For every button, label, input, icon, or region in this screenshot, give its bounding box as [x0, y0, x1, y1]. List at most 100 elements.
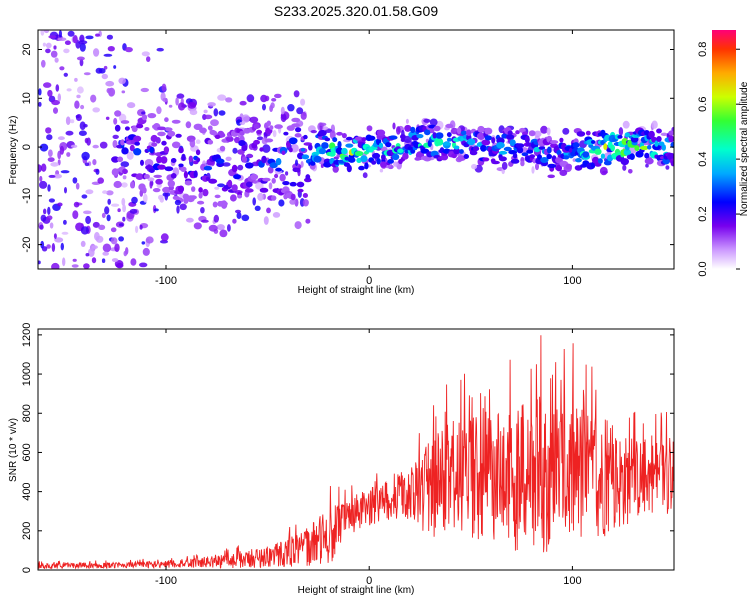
spectrogram-cell	[594, 148, 602, 155]
y-tick-label: 0	[21, 144, 33, 150]
spectrogram-cell	[104, 206, 110, 215]
spectrogram-cell	[392, 122, 396, 130]
spectrogram-cell	[232, 147, 238, 154]
spectrogram-cell	[354, 150, 364, 157]
spectrogram-cell	[123, 250, 128, 257]
spectrogram-cell	[262, 144, 271, 153]
spectrogram-cell	[63, 72, 68, 77]
spectrogram-cell	[361, 137, 367, 142]
spectrogram-cell	[321, 142, 329, 149]
spectrogram-cell	[388, 135, 398, 140]
spectrogram-cell	[345, 136, 353, 141]
spectrogram-cell	[360, 155, 368, 163]
spectrogram-cell	[57, 93, 61, 102]
spectrogram-cell	[259, 187, 269, 193]
spectrogram-cell	[329, 130, 336, 140]
spectrogram-cell	[207, 125, 213, 131]
spectrogram-cell	[227, 179, 233, 188]
spectrogram-cell	[482, 157, 490, 162]
spectrogram-cell	[186, 217, 194, 223]
spectrogram-cell	[160, 156, 168, 164]
spectrogram-cell	[644, 152, 650, 159]
spectrogram-cell	[120, 161, 130, 168]
spectrogram-cell	[555, 164, 563, 172]
spectrogram-cell	[178, 147, 184, 154]
spectrogram-cell	[318, 148, 327, 155]
spectrogram-cell	[174, 199, 181, 206]
spectrogram-cell	[161, 83, 167, 93]
spectrogram-cell	[156, 47, 164, 52]
spectrogram-cell	[144, 159, 154, 167]
spectrogram-cell	[92, 107, 100, 113]
spectrogram-cell	[80, 240, 86, 247]
spectrogram-cell	[288, 137, 298, 145]
spectrogram-cell	[387, 159, 395, 164]
spectrogram-cell	[51, 99, 60, 106]
spectrogram-cell	[71, 264, 79, 268]
spectrogram-cell	[547, 174, 555, 179]
spectrogram-cell	[262, 103, 266, 111]
spectrogram-cell	[191, 186, 196, 192]
y-tick-label: -10	[21, 188, 33, 204]
spectrogram-cell	[74, 77, 78, 82]
spectrogram-cell	[429, 128, 435, 134]
spectrogram-cell	[84, 162, 90, 167]
spectrogram-cell	[102, 243, 112, 253]
spectrogram-cell	[622, 164, 627, 171]
spectrogram-cell	[528, 130, 536, 137]
spectrogram-cell	[189, 195, 197, 200]
spectrogram-cell	[241, 145, 248, 152]
spectrogram-cell	[215, 158, 225, 164]
spectrogram-cell	[246, 153, 254, 159]
spectrogram-cell	[396, 126, 401, 135]
spectrogram-cell	[372, 152, 381, 159]
spectrogram-cell	[41, 163, 47, 172]
spectrogram-cell	[280, 113, 287, 123]
spectrogram-cell	[227, 224, 231, 232]
spectrogram-cell	[435, 138, 444, 146]
spectrogram-cell	[92, 159, 97, 166]
y-tick-label: 400	[21, 482, 33, 500]
spectrogram-cell	[540, 125, 548, 134]
spectrogram-cell	[42, 42, 47, 47]
spectrogram-cell	[241, 114, 250, 123]
spectrogram-cell	[546, 127, 551, 136]
spectrogram-cell	[60, 242, 64, 251]
spectrogram-cell	[289, 199, 297, 205]
spectrogram-cell	[404, 124, 412, 132]
spectrogram-cell	[150, 134, 158, 143]
spectrogram-cell	[210, 119, 219, 127]
spectrogram-cell	[197, 200, 205, 205]
spectrogram-cell	[469, 150, 478, 156]
spectrogram-cell	[274, 124, 283, 129]
spectrogram-cell	[634, 145, 640, 152]
colorbar-tick-label: 0.0	[697, 261, 709, 276]
spectrogram-cell	[255, 182, 264, 190]
spectrogram-cell	[563, 155, 570, 160]
spectrogram-cell	[654, 140, 659, 147]
spectrogram-cell	[60, 170, 70, 174]
spectrogram-cell	[268, 182, 273, 190]
spectrogram-cell	[272, 130, 277, 138]
spectrogram-cell	[214, 134, 221, 139]
spectrogram-cell	[256, 136, 264, 141]
colorbar-ticks: 0.0 0.2 0.4 0.6 0.8	[697, 42, 740, 277]
spectrogram-cell	[107, 46, 115, 52]
spectrogram-cell	[648, 130, 655, 139]
spectrogram-cell	[559, 137, 564, 143]
spectrogram-cell	[73, 201, 80, 208]
spectrogram-cell	[80, 104, 85, 110]
spectrogram-cell	[291, 123, 301, 128]
spectrogram-cell	[239, 130, 245, 136]
spectrogram-cell	[55, 84, 60, 92]
spectrogram-cell	[79, 121, 86, 130]
spectrogram-cell	[410, 126, 416, 134]
spectrogram-cell	[231, 164, 238, 173]
spectrogram-cell	[189, 109, 198, 116]
spectrogram-cell	[65, 116, 71, 125]
spectrogram-cell	[651, 120, 658, 129]
spectrogram-cell	[129, 144, 135, 152]
spectrogram-cell	[670, 141, 674, 148]
spectrogram-cell	[201, 219, 209, 223]
spectrogram-cell	[93, 48, 100, 57]
